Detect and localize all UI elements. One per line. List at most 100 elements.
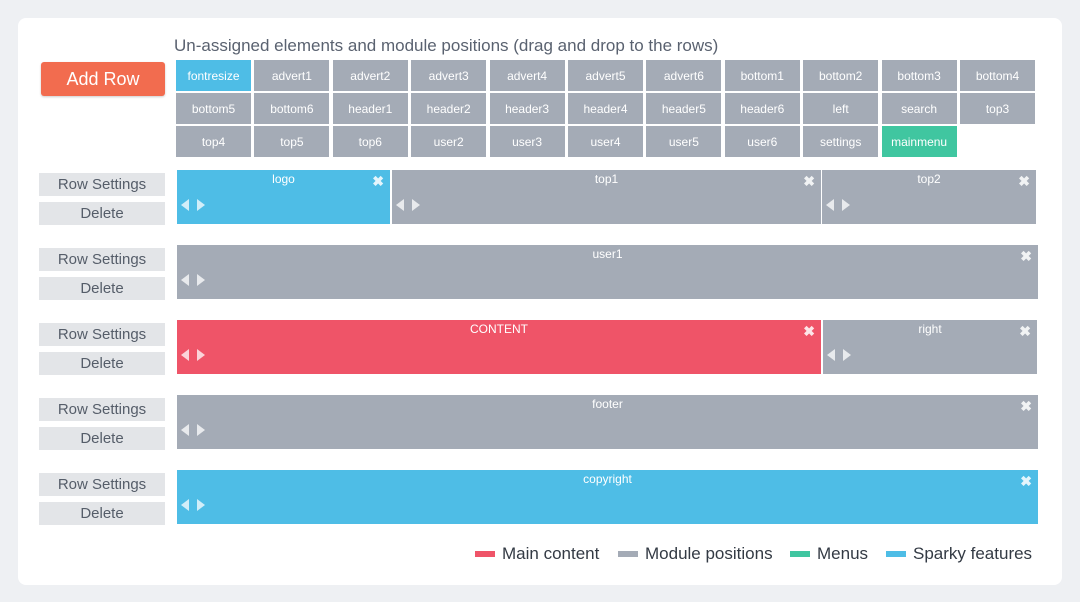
position-tile-user2[interactable]: user2 [411, 126, 487, 157]
position-tile-header3[interactable]: header3 [489, 93, 565, 124]
block-label: user1 [592, 247, 623, 261]
close-icon[interactable]: ✖ [803, 323, 815, 339]
grow-right-arrow-icon[interactable] [842, 199, 850, 211]
row-block-logo[interactable]: logo ✖ [177, 170, 390, 224]
legend-label: Module positions [645, 544, 773, 563]
position-tile-advert6[interactable]: advert6 [646, 60, 722, 91]
position-tile-user5[interactable]: user5 [646, 126, 722, 157]
close-icon[interactable]: ✖ [1018, 173, 1030, 189]
grow-right-arrow-icon[interactable] [197, 199, 205, 211]
legend-label: Sparky features [913, 544, 1033, 563]
close-icon[interactable]: ✖ [1020, 248, 1032, 264]
position-tile-bottom4[interactable]: bottom4 [960, 60, 1035, 91]
shrink-left-arrow-icon[interactable] [181, 274, 189, 286]
position-tile-mainmenu[interactable]: mainmenu [881, 126, 957, 157]
close-icon[interactable]: ✖ [1019, 323, 1031, 339]
legend-swatch [475, 551, 495, 557]
row-block-copyright[interactable]: copyright ✖ [177, 470, 1038, 524]
position-tile-advert3[interactable]: advert3 [411, 60, 487, 91]
row-block-top1[interactable]: top1 ✖ [392, 170, 821, 224]
resize-arrows [826, 199, 850, 211]
position-tile-header1[interactable]: header1 [332, 93, 408, 124]
position-tile-top6[interactable]: top6 [332, 126, 408, 157]
position-tile-bottom1[interactable]: bottom1 [724, 60, 800, 91]
position-tile-header6[interactable]: header6 [724, 93, 800, 124]
legend-swatch [886, 551, 906, 557]
shrink-left-arrow-icon[interactable] [396, 199, 404, 211]
row-settings-button[interactable]: Row Settings [39, 173, 165, 196]
close-icon[interactable]: ✖ [803, 173, 815, 189]
position-tile-user6[interactable]: user6 [724, 126, 800, 157]
position-tile-top5[interactable]: top5 [254, 126, 330, 157]
block-label: top1 [594, 172, 619, 186]
position-tile-bottom6[interactable]: bottom6 [254, 93, 330, 124]
position-tile-search[interactable]: search [881, 93, 957, 124]
legend-swatch [790, 551, 810, 557]
close-icon[interactable]: ✖ [372, 173, 384, 189]
delete-row-button[interactable]: Delete [39, 502, 165, 525]
position-tile-left[interactable]: left [803, 93, 879, 124]
resize-arrows [181, 499, 205, 511]
shrink-left-arrow-icon[interactable] [827, 349, 835, 361]
grow-right-arrow-icon[interactable] [412, 199, 420, 211]
shrink-left-arrow-icon[interactable] [181, 349, 189, 361]
resize-arrows [827, 349, 851, 361]
add-row-button[interactable]: Add Row [41, 62, 165, 96]
grow-right-arrow-icon[interactable] [843, 349, 851, 361]
grow-right-arrow-icon[interactable] [197, 349, 205, 361]
resize-arrows [396, 199, 420, 211]
shrink-left-arrow-icon[interactable] [181, 199, 189, 211]
legend-label: Menus [817, 544, 869, 563]
close-icon[interactable]: ✖ [1020, 398, 1032, 414]
position-tile-advert4[interactable]: advert4 [489, 60, 565, 91]
resize-arrows [181, 424, 205, 436]
resize-arrows [181, 274, 205, 286]
row-block-right[interactable]: right ✖ [823, 320, 1037, 374]
position-tile-advert5[interactable]: advert5 [568, 60, 643, 91]
block-label: footer [592, 397, 623, 411]
delete-row-button[interactable]: Delete [39, 202, 165, 225]
grow-right-arrow-icon[interactable] [197, 424, 205, 436]
row-settings-button[interactable]: Row Settings [39, 323, 165, 346]
delete-row-button[interactable]: Delete [39, 277, 165, 300]
close-icon[interactable]: ✖ [1020, 473, 1032, 489]
legend-item-sparky: Sparky features [886, 544, 1032, 564]
block-label: logo [272, 172, 295, 186]
legend-label: Main content [502, 544, 600, 563]
row-settings-button[interactable]: Row Settings [39, 248, 165, 271]
position-tile-advert2[interactable]: advert2 [332, 60, 408, 91]
position-tile-user3[interactable]: user3 [489, 126, 565, 157]
position-tile-top3[interactable]: top3 [960, 93, 1035, 124]
row-block-user1[interactable]: user1 ✖ [177, 245, 1038, 299]
position-tile-bottom3[interactable]: bottom3 [881, 60, 957, 91]
legend-swatch [618, 551, 638, 557]
row-settings-button[interactable]: Row Settings [39, 473, 165, 496]
position-tile-header2[interactable]: header2 [411, 93, 487, 124]
block-label: top2 [917, 172, 941, 186]
block-label: right [918, 322, 942, 336]
row-block-footer[interactable]: footer ✖ [177, 395, 1038, 449]
position-tile-user4[interactable]: user4 [568, 126, 643, 157]
shrink-left-arrow-icon[interactable] [181, 424, 189, 436]
position-tile-header4[interactable]: header4 [568, 93, 643, 124]
delete-row-button[interactable]: Delete [39, 427, 165, 450]
row-block-content[interactable]: CONTENT ✖ [177, 320, 821, 374]
position-tile-header5[interactable]: header5 [646, 93, 722, 124]
row-block-top2[interactable]: top2 ✖ [822, 170, 1036, 224]
position-tile-bottom2[interactable]: bottom2 [803, 60, 879, 91]
grow-right-arrow-icon[interactable] [197, 274, 205, 286]
legend-item-menu: Menus [790, 544, 868, 564]
shrink-left-arrow-icon[interactable] [181, 499, 189, 511]
grow-right-arrow-icon[interactable] [197, 499, 205, 511]
block-label: CONTENT [470, 322, 528, 336]
row-settings-button[interactable]: Row Settings [39, 398, 165, 421]
position-tile-bottom5[interactable]: bottom5 [176, 93, 251, 124]
position-tile-top4[interactable]: top4 [176, 126, 251, 157]
legend-item-module: Module positions [618, 544, 773, 564]
position-tile-fontresize[interactable]: fontresize [176, 60, 251, 91]
position-tile-advert1[interactable]: advert1 [254, 60, 330, 91]
shrink-left-arrow-icon[interactable] [826, 199, 834, 211]
legend-item-main: Main content [475, 544, 599, 564]
position-tile-settings[interactable]: settings [803, 126, 879, 157]
delete-row-button[interactable]: Delete [39, 352, 165, 375]
